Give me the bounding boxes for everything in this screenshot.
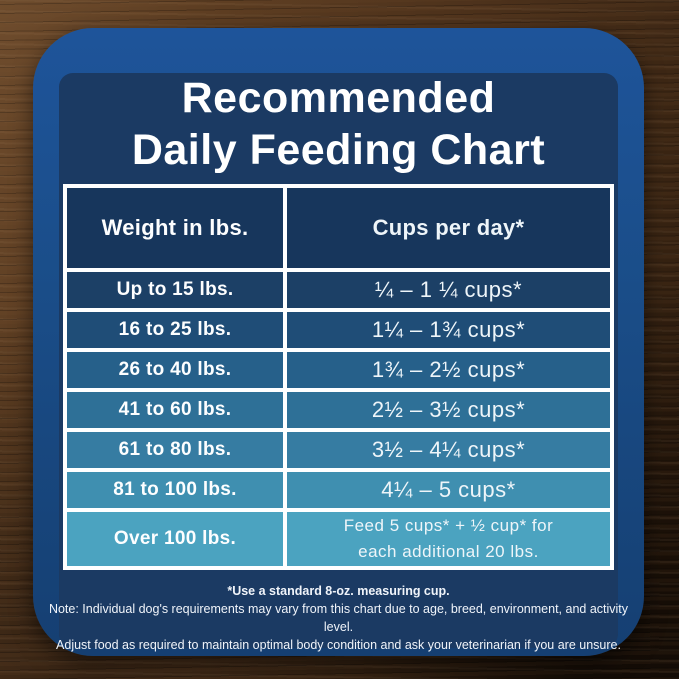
- disclaimer-line-1: Note: Individual dog's requirements may …: [48, 602, 629, 635]
- table-row: 61 to 80 lbs. 3½ – 4¼ cups*: [67, 428, 610, 468]
- table-row: 81 to 100 lbs. 4¼ – 5 cups*: [67, 468, 610, 508]
- measuring-cup-note: *Use a standard 8-oz. measuring cup.: [227, 584, 450, 598]
- table-row: 16 to 25 lbs. 1¼ – 1¾ cups*: [67, 308, 610, 348]
- header-cups-cell: Cups per day*: [372, 215, 525, 240]
- header-weight-cell: Weight in lbs.: [67, 188, 287, 268]
- cups-cell: 1¾ – 2½ cups*: [371, 357, 526, 382]
- chart-title: Recommended Daily Feeding Chart: [33, 72, 644, 177]
- table-row: Up to 15 lbs. ¼ – 1 ¼ cups*: [67, 268, 610, 308]
- table-row: 41 to 60 lbs. 2½ – 3½ cups*: [67, 388, 610, 428]
- cups-cell: ¼ – 1 ¼ cups*: [374, 277, 523, 302]
- cups-cell: 2½ – 3½ cups*: [371, 397, 526, 422]
- weight-cell: Over 100 lbs.: [67, 512, 287, 566]
- chart-title-line2: Daily Feeding Chart: [131, 126, 546, 175]
- weight-cell: Up to 15 lbs.: [67, 272, 287, 308]
- footer-notes: *Use a standard 8-oz. measuring cup. Not…: [33, 582, 644, 655]
- weight-cell: 41 to 60 lbs.: [67, 392, 287, 428]
- feeding-chart-card: Recommended Daily Feeding Chart Weight i…: [33, 28, 644, 656]
- weight-cell: 16 to 25 lbs.: [67, 312, 287, 348]
- cups-cell: Feed 5 cups* + ½ cup* for each additiona…: [343, 515, 554, 561]
- cups-cell: 1¼ – 1¾ cups*: [371, 317, 526, 342]
- weight-cell: 61 to 80 lbs.: [67, 432, 287, 468]
- weight-cell: 81 to 100 lbs.: [67, 472, 287, 508]
- feeding-table: Weight in lbs. Cups per day* Up to 15 lb…: [63, 184, 614, 570]
- cups-cell: 3½ – 4¼ cups*: [371, 437, 526, 462]
- chart-title-line1: Recommended: [181, 74, 496, 122]
- disclaimer-line-2: Adjust food as required to maintain opti…: [56, 638, 621, 653]
- table-row: 26 to 40 lbs. 1¾ – 2½ cups*: [67, 348, 610, 388]
- table-header-row: Weight in lbs. Cups per day*: [67, 188, 610, 268]
- table-row: Over 100 lbs. Feed 5 cups* + ½ cup* for e…: [67, 508, 610, 566]
- weight-cell: 26 to 40 lbs.: [67, 352, 287, 388]
- feeding-table-body: Up to 15 lbs. ¼ – 1 ¼ cups* 16 to 25 lbs. 1…: [67, 268, 610, 566]
- cups-cell: 4¼ – 5 cups*: [381, 477, 516, 502]
